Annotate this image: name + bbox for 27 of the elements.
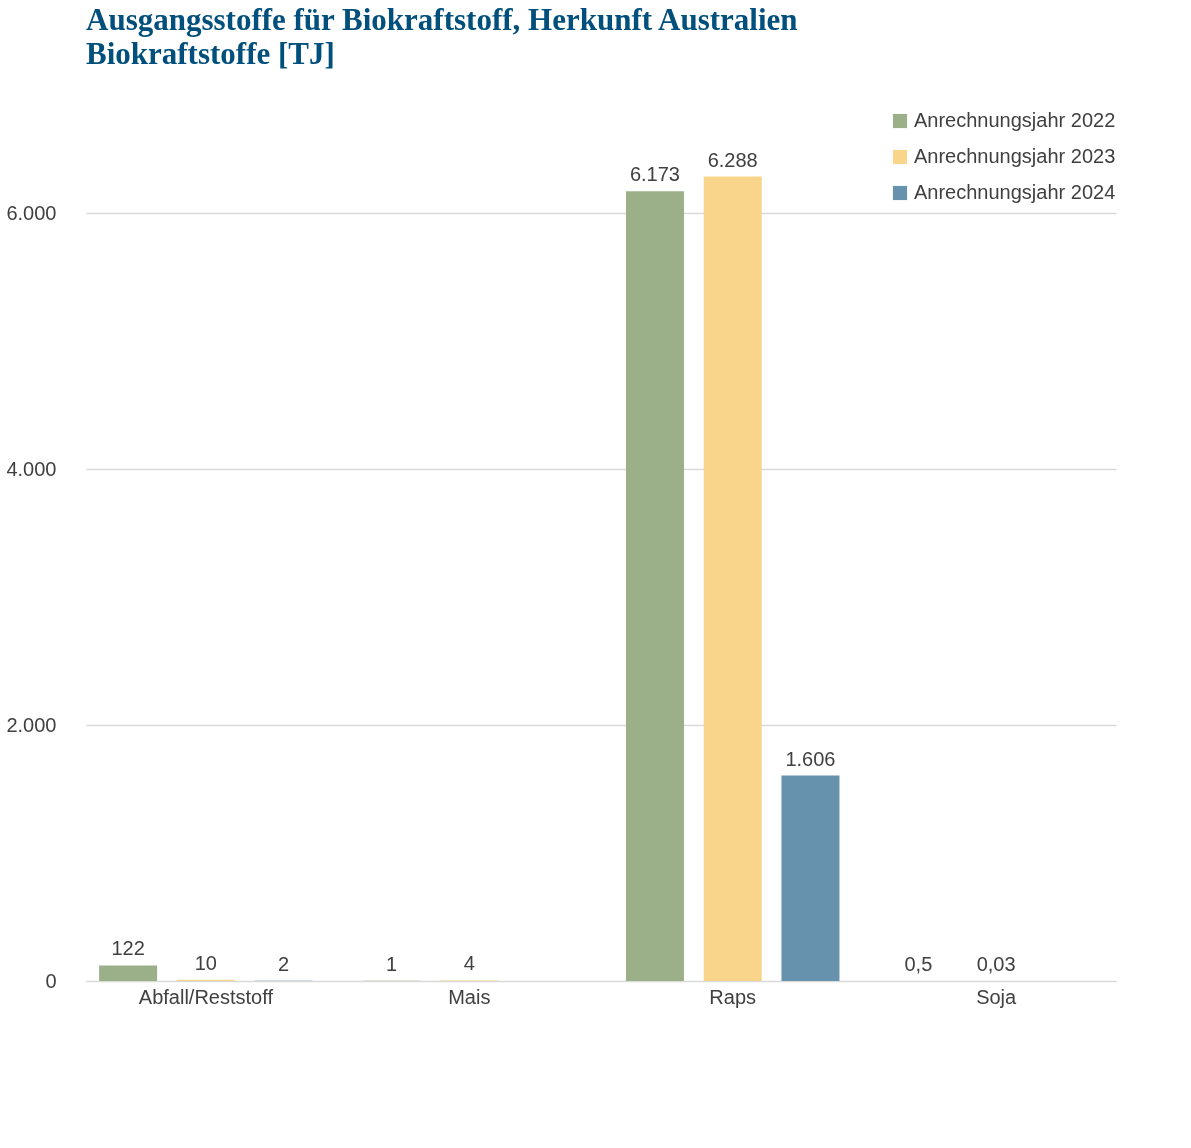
data-label: 4 bbox=[463, 952, 475, 975]
legend-label: Anrechnungsjahr 2022 bbox=[914, 109, 1116, 131]
x-tick-label: Mais bbox=[448, 985, 491, 1008]
bar bbox=[781, 775, 840, 981]
data-label: 0,03 bbox=[976, 953, 1016, 975]
y-tick-label: 2.000 bbox=[6, 713, 57, 736]
x-tick-label: Raps bbox=[709, 985, 757, 1008]
chart-subtitle: Biokraftstoffe [TJ] bbox=[86, 36, 335, 71]
data-label: 6.173 bbox=[629, 163, 680, 186]
y-tick-label: 0 bbox=[45, 969, 57, 992]
data-label: 1 bbox=[385, 952, 398, 975]
data-label: 2 bbox=[278, 952, 290, 975]
y-tick-label: 6.000 bbox=[6, 201, 57, 224]
data-label: 10 bbox=[194, 951, 217, 974]
data-label: 1.606 bbox=[785, 747, 836, 770]
bar bbox=[703, 176, 762, 981]
chart-title: Ausgangsstoffe für Biokraftstoff, Herkunft Australien bbox=[86, 2, 798, 37]
bar bbox=[625, 191, 684, 981]
bar bbox=[99, 965, 158, 981]
data-label: 0,5 bbox=[904, 952, 933, 975]
x-tick-label: Soja bbox=[976, 985, 1018, 1008]
x-tick-label: Abfall/Reststoff bbox=[138, 985, 274, 1008]
data-label: 122 bbox=[111, 937, 145, 960]
legend-label: Anrechnungsjahr 2024 bbox=[914, 181, 1116, 203]
y-tick-label: 4.000 bbox=[6, 457, 57, 480]
legend-label: Anrechnungsjahr 2023 bbox=[914, 145, 1116, 167]
data-label: 6.288 bbox=[707, 148, 758, 171]
